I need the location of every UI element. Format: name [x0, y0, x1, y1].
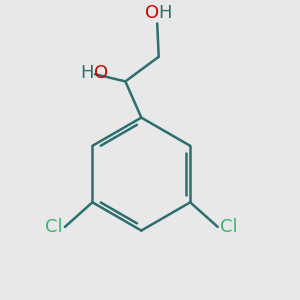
Text: Cl: Cl [220, 218, 238, 236]
Text: O: O [145, 4, 159, 22]
Text: H: H [80, 64, 94, 82]
Text: H: H [159, 4, 172, 22]
Text: Cl: Cl [45, 218, 63, 236]
Text: O: O [94, 64, 108, 82]
